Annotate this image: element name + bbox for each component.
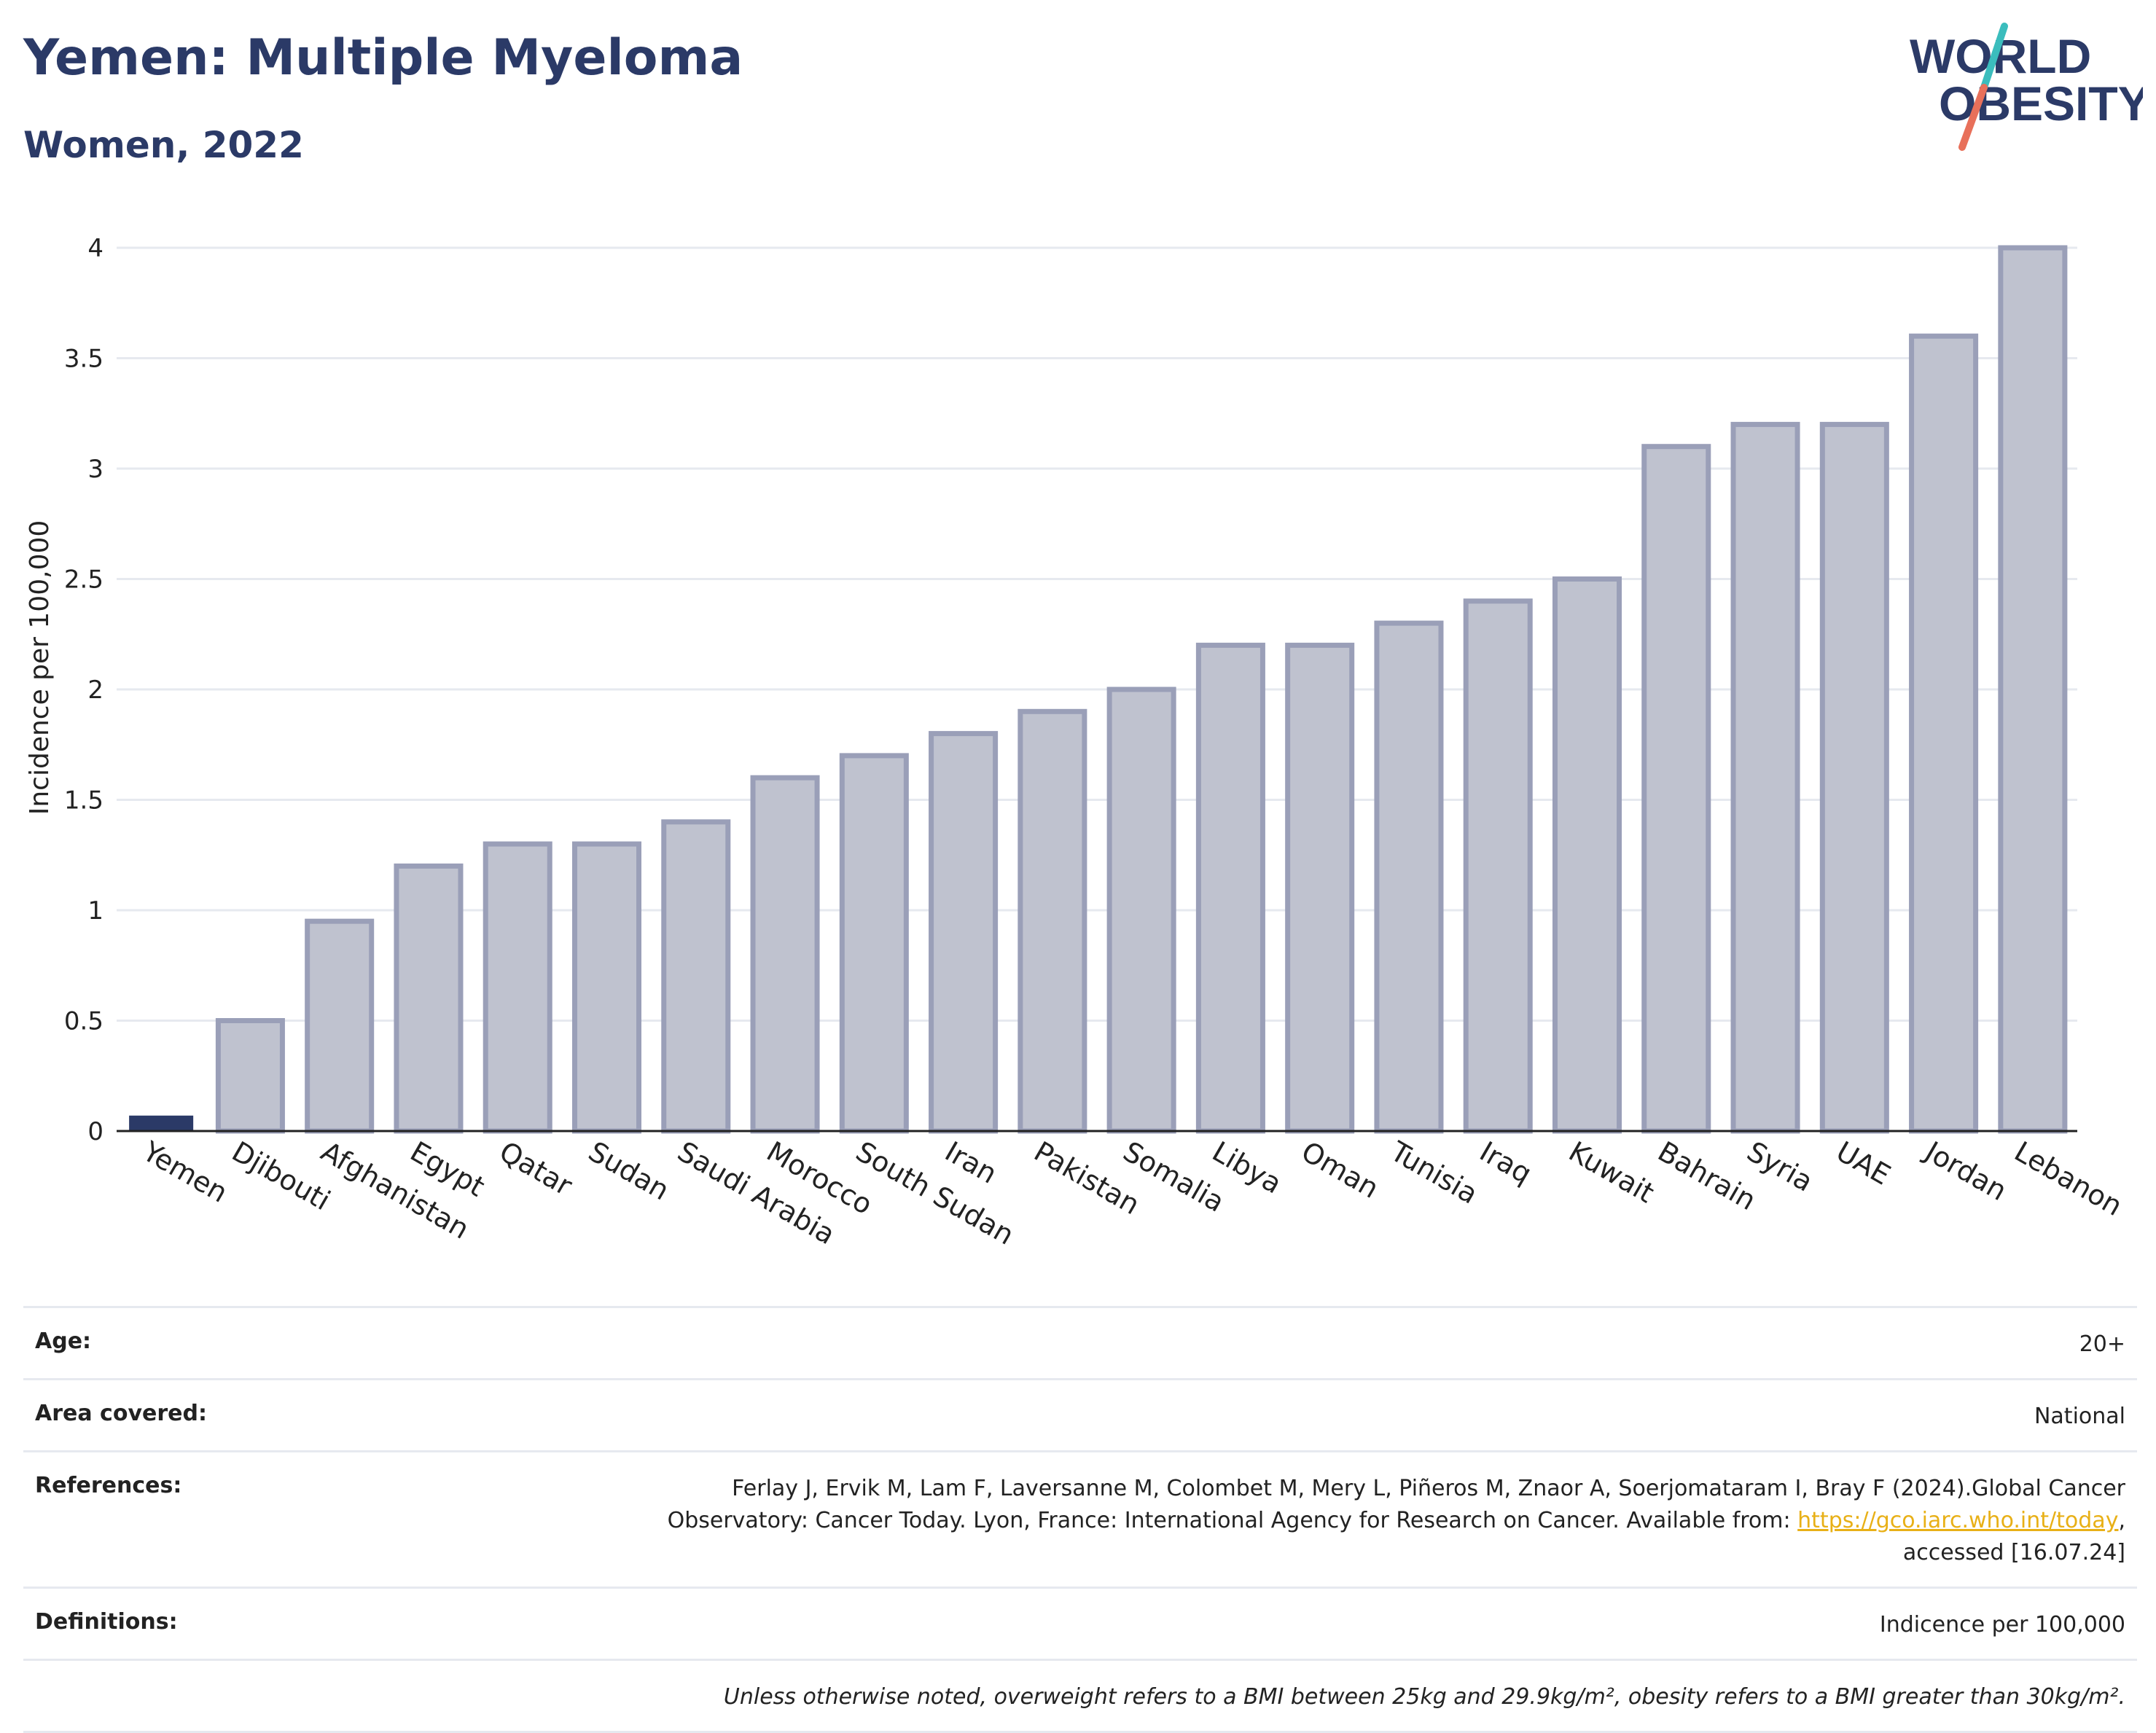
x-tick-label: Qatar — [494, 1135, 578, 1202]
references-line2: Observatory: Cancer Today. Lyon, France:… — [667, 1508, 1798, 1533]
info-row-note: Unless otherwise noted, overweight refer… — [23, 1659, 2137, 1733]
bar-bahrain — [1641, 444, 1711, 1134]
info-row-references: References: Ferlay J, Ervik M, Lam F, La… — [23, 1450, 2137, 1587]
world-obesity-logo: WORLD OBESITY — [1910, 23, 2143, 151]
bar-saudi-arabia — [661, 819, 731, 1134]
y-tick-label: 2.5 — [64, 566, 103, 595]
bar-syria — [1730, 421, 1800, 1134]
bar-qatar — [483, 841, 552, 1134]
bar-libya — [1195, 642, 1265, 1134]
bar-chart: 0 0.5 1 1.5 2 2.5 3 3.5 4 YemenDjiboutiAfghanist… — [25, 234, 2128, 1251]
x-tick-label: Djibouti — [227, 1135, 336, 1217]
page-title: Yemen: Multiple Myeloma — [23, 29, 743, 87]
references-value: Ferlay J, Ervik M, Lam F, Laversanne M, … — [668, 1473, 2125, 1569]
bar-afghanistan — [305, 918, 375, 1134]
x-tick-label: Iran — [940, 1135, 1002, 1190]
bar-pakistan — [1018, 708, 1087, 1134]
references-label: References: — [35, 1473, 182, 1498]
y-tick-label: 0.5 — [64, 1007, 103, 1036]
x-tick-label: Yemen — [137, 1135, 233, 1209]
logo-slash-bottom — [1958, 84, 1988, 151]
y-tick-labels: 0 0.5 1 1.5 2 2.5 3 3.5 4 — [64, 234, 103, 1146]
bar-sudan — [571, 841, 642, 1134]
bar-tunisia — [1374, 620, 1444, 1134]
x-tick-label: Bahrain — [1652, 1135, 1761, 1217]
bar-egypt — [394, 863, 464, 1134]
definitions-value: Indicence per 100,000 — [1879, 1612, 2125, 1638]
definitions-label: Definitions: — [35, 1609, 178, 1635]
x-tick-label: Lebanon — [2009, 1135, 2128, 1222]
info-row-area: Area covered: National — [23, 1378, 2137, 1450]
y-tick-label: 4 — [87, 234, 103, 263]
y-tick-label: 1 — [87, 896, 103, 926]
references-line3: accessed [16.07.24] — [1902, 1540, 2125, 1565]
age-value: 20+ — [2079, 1331, 2125, 1357]
x-tick-label: Jordan — [1918, 1135, 2012, 1208]
bar-kuwait — [1552, 576, 1622, 1134]
x-tick-label: Oman — [1296, 1135, 1384, 1205]
logo-slash-top — [1980, 23, 2008, 91]
bar-oman — [1285, 642, 1355, 1134]
info-row-age: Age: 20+ — [23, 1306, 2137, 1378]
y-tick-label: 3.5 — [64, 345, 103, 374]
y-axis-label: Incidence per 100,000 — [25, 520, 55, 815]
page-subtitle: Women, 2022 — [23, 124, 304, 166]
x-tick-label: Kuwait — [1563, 1135, 1660, 1210]
y-tick-label: 3 — [87, 455, 103, 484]
age-label: Age: — [35, 1329, 92, 1354]
x-tick-label: UAE — [1831, 1135, 1896, 1192]
bar-iran — [929, 731, 999, 1134]
bars — [129, 245, 2068, 1134]
x-tick-label: Sudan — [583, 1135, 675, 1207]
bar-yemen — [129, 1115, 194, 1131]
references-link[interactable]: https://gco.iarc.who.int/today — [1797, 1508, 2119, 1533]
bar-south-sudan — [839, 753, 909, 1134]
bar-morocco — [750, 775, 820, 1134]
references-line1: Ferlay J, Ervik M, Lam F, Laversanne M, … — [732, 1476, 2125, 1501]
info-table: Age: 20+ Area covered: National Referenc… — [23, 1306, 2137, 1733]
y-tick-label: 0 — [87, 1117, 103, 1146]
bar-uae — [1819, 421, 1889, 1134]
info-row-definitions: Definitions: Indicence per 100,000 — [23, 1587, 2137, 1659]
bmi-note: Unless otherwise noted, overweight refer… — [723, 1684, 2125, 1710]
x-tick-label: Tunisia — [1385, 1135, 1483, 1210]
bar-somalia — [1106, 686, 1176, 1134]
y-tick-label: 2 — [87, 676, 103, 705]
area-label: Area covered: — [35, 1401, 207, 1426]
references-line2-end: , — [2118, 1508, 2125, 1533]
bar-lebanon — [1998, 245, 2068, 1134]
bar-iraq — [1463, 598, 1533, 1134]
bar-jordan — [1909, 333, 1979, 1134]
bar-djibouti — [215, 1018, 285, 1134]
y-tick-label: 1.5 — [64, 786, 103, 815]
area-value: National — [2034, 1404, 2125, 1429]
x-tick-label: Iraq — [1475, 1135, 1537, 1190]
